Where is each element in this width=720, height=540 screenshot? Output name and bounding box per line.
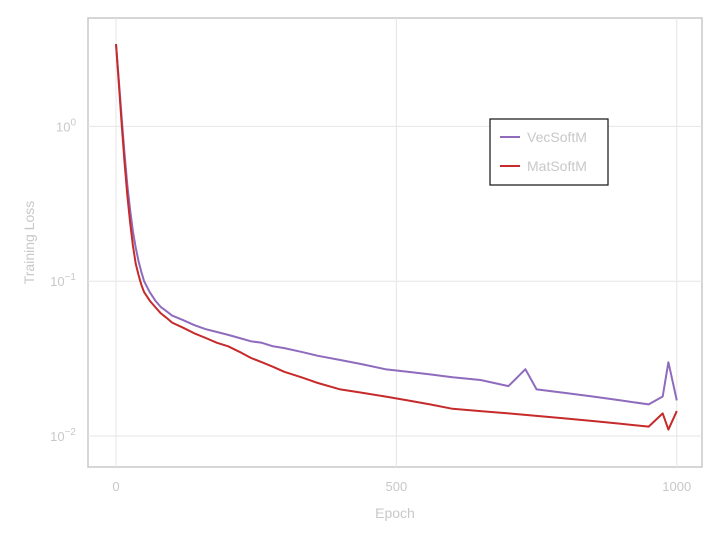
y-tick-label: 100 (56, 117, 76, 134)
legend-box (489, 118, 609, 186)
y-tick-label: 10−1 (50, 272, 76, 289)
series-line-matsoftm (115, 44, 678, 431)
series-line-vecsoftm (115, 44, 678, 406)
legend-label-matsoftm: MatSoftM (527, 158, 587, 174)
x-axis-label: Epoch (375, 505, 415, 521)
y-axis-label: Training Loss (21, 201, 37, 285)
x-tick-label: 0 (112, 479, 119, 494)
plot-area (87, 17, 703, 468)
y-tick-label: 10−2 (50, 427, 76, 444)
x-tick-label: 1000 (662, 479, 691, 494)
x-tick-label: 500 (386, 479, 408, 494)
legend-label-vecsoftm: VecSoftM (527, 129, 587, 145)
